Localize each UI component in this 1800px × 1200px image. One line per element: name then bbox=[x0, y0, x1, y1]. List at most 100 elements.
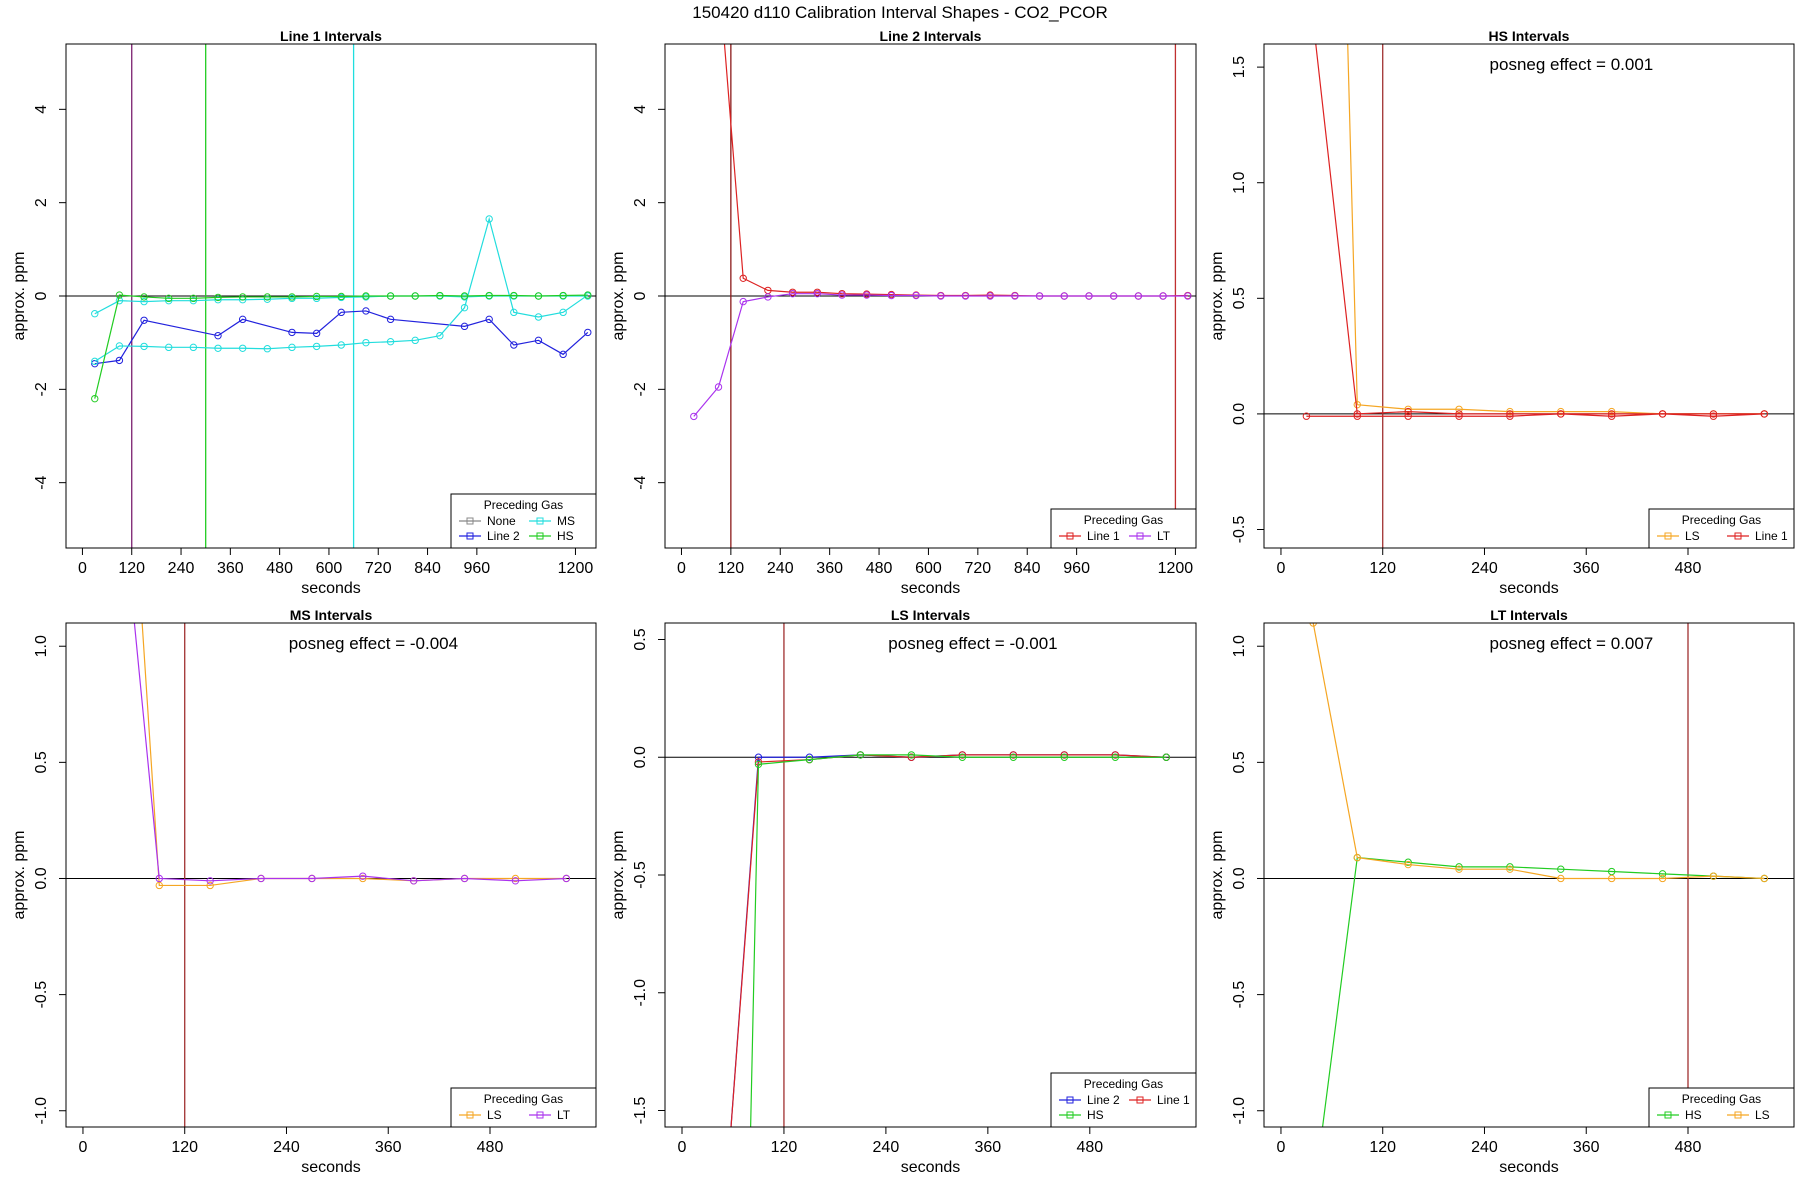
legend-swatch-marker bbox=[466, 517, 474, 525]
x-tick-label: 0 bbox=[1277, 560, 1286, 577]
data-point bbox=[1557, 410, 1565, 418]
data-point bbox=[1760, 410, 1769, 418]
data-point bbox=[436, 291, 444, 300]
data-point bbox=[115, 356, 124, 365]
legend-label: LS bbox=[1685, 529, 1700, 543]
data-point bbox=[559, 308, 567, 317]
plot-frame bbox=[1263, 622, 1795, 1128]
y-tick-label: 1.0 bbox=[33, 635, 50, 657]
data-point bbox=[986, 292, 994, 300]
legend-swatch-marker bbox=[1664, 1111, 1672, 1119]
y-tick-label: 1.5 bbox=[1231, 56, 1248, 78]
data-point bbox=[214, 331, 222, 340]
data-point bbox=[91, 310, 99, 318]
y-tick-label: -2 bbox=[33, 382, 50, 396]
data-point bbox=[337, 341, 345, 349]
data-point bbox=[805, 753, 814, 761]
data-point bbox=[1011, 292, 1019, 300]
legend-entry: Line 1 bbox=[1727, 529, 1788, 543]
legend-entry: None bbox=[459, 514, 516, 528]
data-point bbox=[813, 289, 822, 298]
data-point bbox=[958, 751, 967, 759]
x-axis-label: seconds bbox=[1499, 1159, 1559, 1176]
data-point bbox=[485, 291, 493, 300]
data-point bbox=[308, 874, 316, 883]
data-point bbox=[754, 760, 763, 769]
data-point bbox=[1455, 405, 1463, 413]
data-point bbox=[1506, 407, 1514, 416]
data-point bbox=[1009, 753, 1018, 761]
plot-frame bbox=[1263, 43, 1795, 549]
plot-area bbox=[665, 44, 1196, 548]
data-point bbox=[214, 344, 222, 352]
data-point bbox=[1607, 407, 1616, 416]
y-axis-label: approx. ppm bbox=[11, 831, 28, 920]
data-point bbox=[1506, 865, 1514, 873]
x-tick-label: 960 bbox=[1063, 560, 1090, 577]
data-point bbox=[562, 874, 571, 883]
data-point bbox=[263, 295, 272, 303]
data-point bbox=[1009, 751, 1018, 759]
series-3 bbox=[750, 751, 1170, 1127]
legend-label: HS bbox=[1685, 1108, 1702, 1122]
panel-title: LS Intervals bbox=[891, 607, 971, 623]
x-tick-label: 480 bbox=[1675, 1139, 1702, 1156]
data-point bbox=[1310, 18, 1316, 24]
x-tick-label: 120 bbox=[1369, 560, 1396, 577]
data-point bbox=[1318, 1131, 1324, 1137]
data-point bbox=[1184, 292, 1192, 300]
data-point bbox=[726, 1154, 732, 1160]
data-point bbox=[460, 874, 469, 883]
data-point bbox=[1134, 292, 1143, 300]
legend-swatch-marker bbox=[466, 532, 474, 540]
series-line bbox=[693, 293, 1188, 417]
x-tick-label: 1200 bbox=[1158, 560, 1194, 577]
x-tick-label: 360 bbox=[375, 1139, 402, 1156]
data-point bbox=[386, 292, 395, 300]
data-point bbox=[460, 303, 469, 312]
legend-swatch-marker bbox=[536, 1111, 544, 1119]
panel-title: MS Intervals bbox=[290, 607, 373, 623]
series-line bbox=[94, 294, 588, 399]
data-point bbox=[115, 342, 124, 350]
data-point bbox=[862, 291, 871, 299]
legend-entry: Line 1 bbox=[1059, 529, 1120, 543]
series-line bbox=[94, 310, 589, 365]
x-tick-label: 360 bbox=[816, 560, 843, 577]
data-point bbox=[534, 292, 543, 300]
data-point bbox=[1060, 751, 1069, 759]
legend-label: LT bbox=[1157, 529, 1171, 543]
y-tick-label: -4 bbox=[632, 475, 649, 489]
data-point bbox=[189, 343, 198, 352]
data-point bbox=[115, 291, 124, 299]
data-point bbox=[206, 877, 214, 885]
data-point bbox=[436, 331, 444, 340]
legend-swatch-marker bbox=[466, 1111, 474, 1119]
series-line bbox=[1315, 44, 1765, 415]
data-point bbox=[1060, 292, 1068, 300]
figure-title: 150420 d110 Calibration Interval Shapes … bbox=[692, 3, 1107, 22]
data-point bbox=[584, 291, 592, 299]
legend: Preceding Gas LS LT bbox=[450, 1087, 597, 1128]
data-point bbox=[411, 292, 419, 300]
y-tick-label: 0.5 bbox=[1231, 287, 1248, 309]
x-tick-label: 120 bbox=[771, 1139, 798, 1156]
data-point bbox=[129, 597, 135, 603]
data-point bbox=[189, 294, 198, 303]
data-point bbox=[337, 308, 345, 317]
data-point bbox=[263, 345, 272, 353]
data-point bbox=[238, 315, 247, 324]
legend: Preceding Gas LS Line 1 bbox=[1648, 508, 1795, 549]
x-tick-label: 600 bbox=[316, 560, 343, 577]
legend-swatch-marker bbox=[536, 517, 544, 525]
data-point bbox=[165, 296, 173, 305]
data-point bbox=[362, 292, 370, 300]
data-point bbox=[288, 293, 296, 301]
x-tick-label: 120 bbox=[718, 560, 745, 577]
x-axis-label: seconds bbox=[301, 1159, 361, 1176]
plot-area bbox=[66, 597, 596, 1127]
